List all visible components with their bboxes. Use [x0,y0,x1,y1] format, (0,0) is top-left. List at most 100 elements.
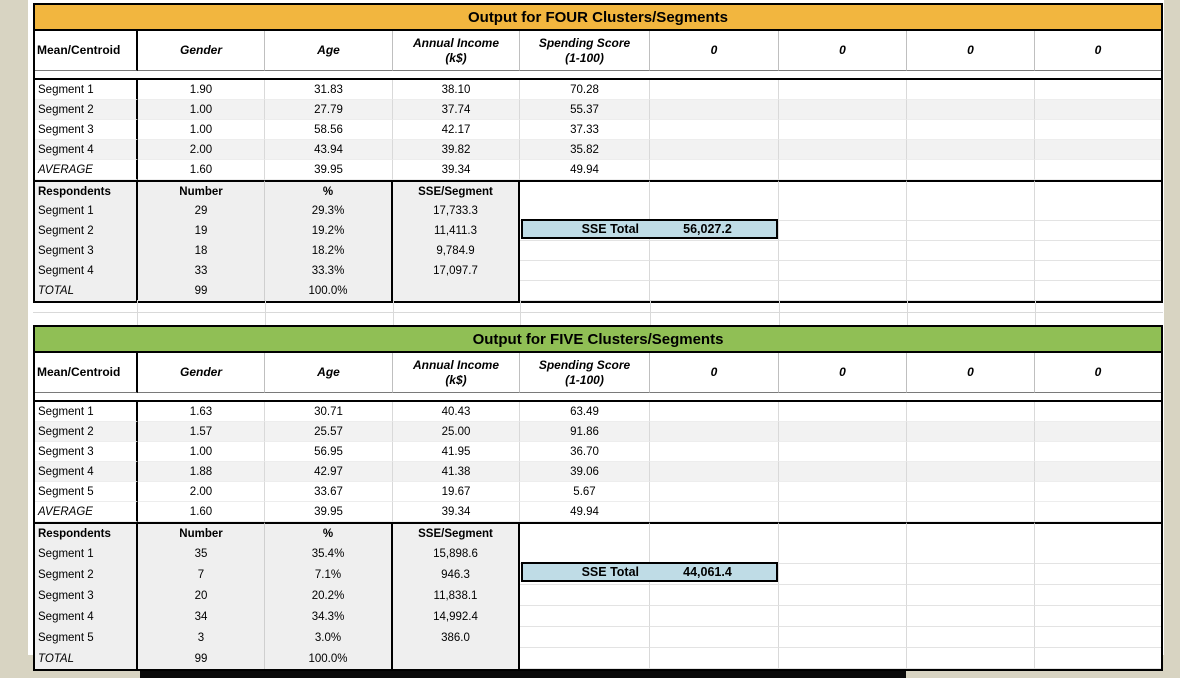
cell[interactable]: 37.74 [393,100,520,120]
cell[interactable]: TOTAL [35,281,138,301]
cell[interactable] [1035,522,1161,543]
sse-total-box-five[interactable]: SSE Total 44,061.4 [521,562,778,582]
cell[interactable] [779,140,907,160]
cell[interactable] [393,281,520,301]
cell[interactable] [779,221,907,241]
cell[interactable]: 1.90 [138,80,265,100]
cell[interactable]: 43.94 [265,140,393,160]
cell[interactable]: 3.0% [265,627,393,648]
cell[interactable] [779,241,907,261]
cell[interactable]: 946.3 [393,564,520,585]
header-cell[interactable]: 0 [779,353,907,393]
cell[interactable] [650,120,779,140]
cell[interactable] [907,281,1035,301]
cell[interactable] [779,180,907,201]
cell[interactable]: Segment 4 [35,462,138,482]
cell[interactable]: 35 [138,543,265,564]
cell[interactable] [1035,627,1161,648]
header-cell[interactable]: Age [265,31,393,71]
header-cell[interactable]: Respondents [35,180,138,201]
header-cell[interactable]: Number [138,522,265,543]
cell[interactable] [1035,564,1161,585]
cell[interactable] [520,261,650,281]
cell[interactable] [907,606,1035,627]
header-cell[interactable]: Respondents [35,522,138,543]
cell[interactable] [779,585,907,606]
cell[interactable] [520,522,650,543]
cell[interactable]: 386.0 [393,627,520,648]
cell[interactable]: 39.34 [393,502,520,522]
cell[interactable] [1035,100,1161,120]
cell[interactable] [779,522,907,543]
cell[interactable] [907,261,1035,281]
cell[interactable] [907,402,1035,422]
header-cell[interactable]: 0 [1035,31,1161,71]
cell[interactable]: 11,838.1 [393,585,520,606]
cell[interactable]: 29 [138,201,265,221]
cell[interactable]: Segment 2 [35,422,138,442]
cell[interactable] [907,201,1035,221]
cell[interactable]: 37.33 [520,120,650,140]
cell[interactable]: AVERAGE [35,160,138,180]
cell[interactable]: 2.00 [138,482,265,502]
cell[interactable]: 40.43 [393,402,520,422]
cell[interactable] [779,281,907,301]
cell[interactable]: 20 [138,585,265,606]
header-cell[interactable]: 0 [650,31,779,71]
cell[interactable] [907,100,1035,120]
cell[interactable] [779,627,907,648]
cell[interactable]: 19.67 [393,482,520,502]
cell[interactable] [650,201,779,221]
header-cell[interactable]: Mean/Centroid [35,353,138,393]
cell[interactable] [650,442,779,462]
header-cell[interactable]: Spending Score (1-100) [520,353,650,393]
cell[interactable] [779,442,907,462]
cell[interactable]: 99 [138,648,265,669]
cell[interactable]: 39.06 [520,462,650,482]
cell[interactable] [907,502,1035,522]
cell[interactable]: 41.95 [393,442,520,462]
cell[interactable] [779,120,907,140]
cell[interactable]: 1.00 [138,100,265,120]
cell[interactable] [779,402,907,422]
cell[interactable]: 30.71 [265,402,393,422]
cell[interactable]: Segment 3 [35,442,138,462]
cell[interactable] [520,606,650,627]
cell[interactable] [1035,221,1161,241]
cell[interactable]: 100.0% [265,648,393,669]
cell[interactable] [650,241,779,261]
cell[interactable]: AVERAGE [35,502,138,522]
cell[interactable] [650,261,779,281]
cell[interactable]: 1.60 [138,502,265,522]
cell[interactable] [1035,120,1161,140]
cell[interactable] [1035,402,1161,422]
cell[interactable]: 7 [138,564,265,585]
cell[interactable] [520,648,650,669]
cell[interactable] [650,422,779,442]
cell[interactable]: Segment 3 [35,120,138,140]
cell[interactable]: 17,733.3 [393,201,520,221]
cell[interactable] [779,502,907,522]
cell[interactable] [779,261,907,281]
header-cell[interactable]: Annual Income (k$) [393,31,520,71]
header-cell[interactable]: Mean/Centroid [35,31,138,71]
cell[interactable] [1035,422,1161,442]
cell[interactable] [520,201,650,221]
cell[interactable] [650,502,779,522]
cell[interactable]: 31.83 [265,80,393,100]
cell[interactable] [907,221,1035,241]
cell[interactable] [650,482,779,502]
cell[interactable]: 19.2% [265,221,393,241]
cell[interactable] [650,462,779,482]
cell[interactable]: 25.00 [393,422,520,442]
cell[interactable]: 1.57 [138,422,265,442]
cell[interactable]: 38.10 [393,80,520,100]
header-cell[interactable]: 0 [907,31,1035,71]
cell[interactable]: Segment 2 [35,564,138,585]
cell[interactable]: 39.95 [265,160,393,180]
cell[interactable] [779,462,907,482]
cell[interactable] [907,482,1035,502]
cell[interactable] [779,606,907,627]
cell[interactable] [520,627,650,648]
cell[interactable]: 27.79 [265,100,393,120]
